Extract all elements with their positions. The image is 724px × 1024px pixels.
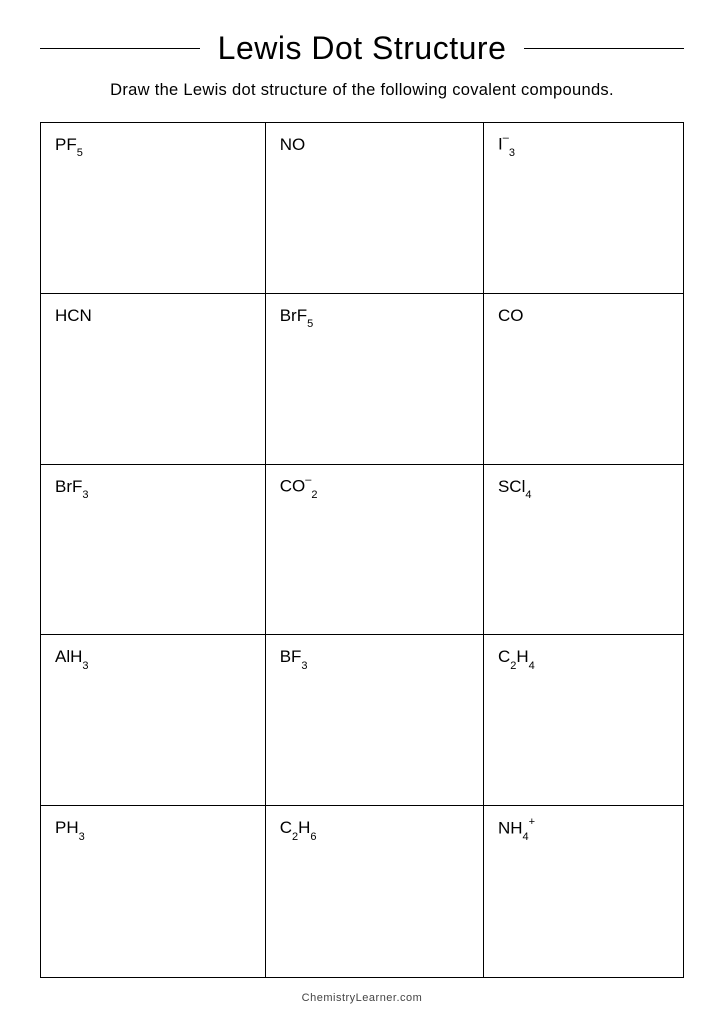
chemical-formula: BrF3 xyxy=(55,478,89,499)
title-rule-right xyxy=(524,48,684,49)
worksheet-cell: NO xyxy=(266,123,484,294)
instructions-text: Draw the Lewis dot structure of the foll… xyxy=(40,81,684,100)
worksheet-cell: BF3 xyxy=(266,635,484,806)
chemical-formula: PF5 xyxy=(55,136,83,157)
chemical-formula: C2H4 xyxy=(498,648,535,669)
worksheet-cell: BrF3 xyxy=(41,465,266,636)
worksheet-cell: AlH3 xyxy=(41,635,266,806)
chemical-formula: PH3 xyxy=(55,819,85,840)
worksheet-grid: PF5 NO I–3 HCN BrF5 CO BrF3 CO–2 SCl4 AlH3 BF3 C2H4… xyxy=(40,122,684,978)
chemical-formula: SCl4 xyxy=(498,478,532,499)
worksheet-cell: PF5 xyxy=(41,123,266,294)
worksheet-cell: I–3 xyxy=(484,123,683,294)
worksheet-cell: BrF5 xyxy=(266,294,484,465)
page-title: Lewis Dot Structure xyxy=(218,30,507,67)
footer-text: ChemistryLearner.com xyxy=(40,992,684,1004)
chemical-formula: BF3 xyxy=(280,648,308,669)
chemical-formula: I–3 xyxy=(498,135,515,157)
chemical-formula: NO xyxy=(280,136,306,153)
worksheet-cell: CO xyxy=(484,294,683,465)
worksheet-cell: C2H4 xyxy=(484,635,683,806)
header-row: Lewis Dot Structure xyxy=(40,30,684,67)
chemical-formula: NH4+ xyxy=(498,819,535,841)
chemical-formula: AlH3 xyxy=(55,648,89,669)
worksheet-cell: PH3 xyxy=(41,806,266,977)
worksheet-cell: SCl4 xyxy=(484,465,683,636)
chemical-formula: BrF5 xyxy=(280,307,314,328)
chemical-formula: HCN xyxy=(55,307,92,324)
chemical-formula: C2H6 xyxy=(280,819,317,840)
worksheet-cell: HCN xyxy=(41,294,266,465)
worksheet-cell: C2H6 xyxy=(266,806,484,977)
chemical-formula: CO–2 xyxy=(280,477,318,499)
worksheet-cell: CO–2 xyxy=(266,465,484,636)
worksheet-cell: NH4+ xyxy=(484,806,683,977)
chemical-formula: CO xyxy=(498,307,524,324)
title-rule-left xyxy=(40,48,200,49)
